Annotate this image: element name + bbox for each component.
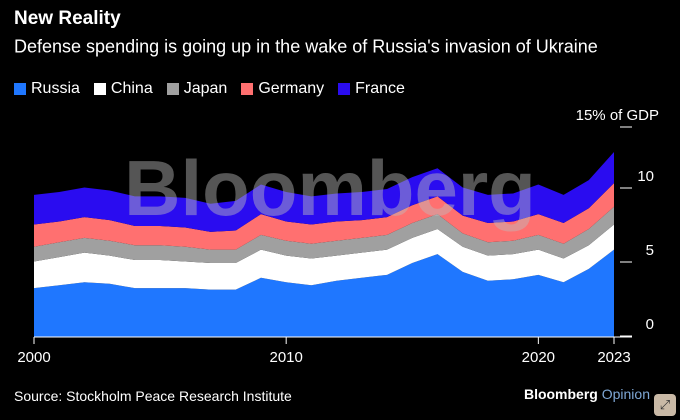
legend-label-japan: Japan <box>183 80 228 97</box>
y-tick-label-5: 5 <box>646 242 654 259</box>
chart-subtitle: Defense spending is going up in the wake… <box>14 36 598 57</box>
bloomberg-watermark: Bloomberg <box>124 144 536 232</box>
legend-swatch-china <box>93 83 106 95</box>
legend-item-france: France <box>338 80 405 98</box>
y-tick-label-10: 10 <box>637 168 654 185</box>
area-series-russia <box>34 249 614 337</box>
chart-title: New Reality <box>14 8 121 29</box>
area-series-germany <box>34 183 614 250</box>
legend-swatch-russia <box>14 83 26 95</box>
legend-swatch-france <box>338 83 351 95</box>
brand-main: Bloomberg <box>523 386 598 402</box>
legend-swatch-japan <box>166 83 179 95</box>
legend-label-russia: Russia <box>31 80 80 97</box>
area-layers <box>34 152 614 337</box>
brand-sub: Opinion <box>601 386 650 402</box>
legend-item-russia: Russia <box>14 80 80 98</box>
legend-label-france: France <box>355 80 405 97</box>
y-tick-label-0: 0 <box>646 316 654 333</box>
x-tick-label-2000: 2000 <box>17 349 50 366</box>
x-tick-label-2023: 2023 <box>597 349 630 366</box>
area-series-france <box>34 152 614 232</box>
legend: Russia China Japan Germany France <box>14 80 405 98</box>
legend-item-china: China <box>93 80 153 98</box>
x-tick-label-2020: 2020 <box>522 349 555 366</box>
x-tick-label-2010: 2010 <box>269 349 302 366</box>
axes: 2000 2010 2020 2023 0 5 10 15% of GDP <box>17 107 659 366</box>
brand-logo: Bloomberg Opinion <box>524 386 650 402</box>
legend-label-china: China <box>110 80 153 97</box>
y-top-label: 15% of GDP <box>576 107 659 124</box>
source-note: Source: Stockholm Peace Research Institu… <box>14 388 292 404</box>
expand-icon[interactable]: ⤢ <box>654 394 676 416</box>
area-series-china <box>34 224 614 290</box>
legend-label-germany: Germany <box>258 80 325 97</box>
area-series-japan <box>34 206 614 263</box>
legend-item-japan: Japan <box>166 80 228 98</box>
legend-swatch-germany <box>241 83 254 95</box>
legend-item-germany: Germany <box>241 80 324 98</box>
